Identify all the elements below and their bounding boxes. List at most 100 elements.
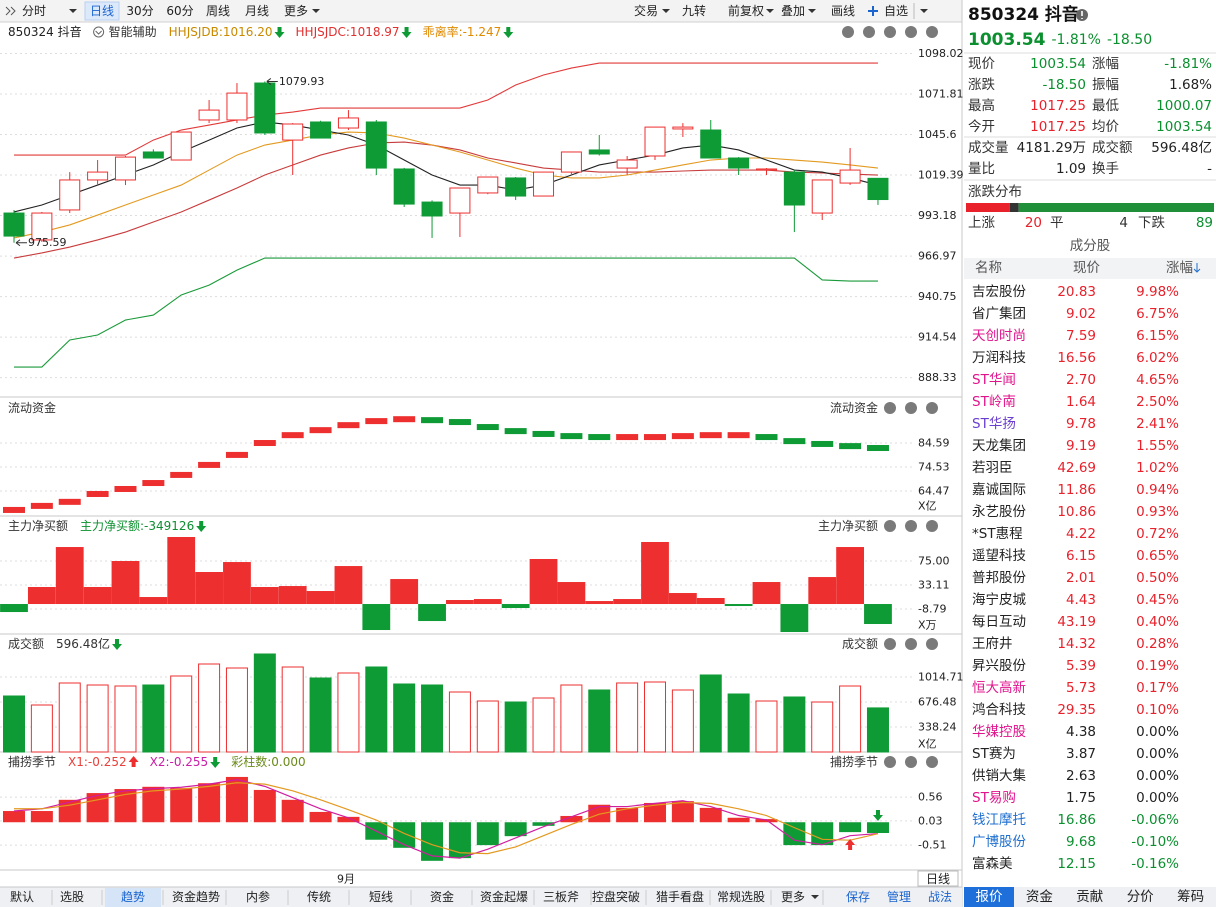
panel-tool[interactable] bbox=[842, 26, 854, 38]
stock-name[interactable]: 海宁皮城 bbox=[972, 591, 1026, 608]
dropdown-caret[interactable] bbox=[920, 9, 928, 13]
panel-tool[interactable] bbox=[926, 638, 938, 650]
panel-tool[interactable] bbox=[926, 402, 938, 414]
panel-tool[interactable] bbox=[926, 26, 938, 38]
stock-name[interactable]: 昇兴股份 bbox=[972, 658, 1026, 674]
toolbar-button[interactable]: 60分 bbox=[166, 4, 193, 18]
panel-tool[interactable] bbox=[905, 26, 917, 38]
stock-name[interactable]: 恒大高新 bbox=[972, 679, 1026, 696]
toolbar-button[interactable]: 九转 bbox=[682, 3, 706, 18]
bottom-tab[interactable]: 常规选股 bbox=[717, 889, 765, 904]
panel-tool[interactable] bbox=[884, 638, 896, 650]
bottom-tab[interactable]: 猎手看盘 bbox=[656, 889, 704, 904]
column-header[interactable]: 名称 bbox=[975, 260, 1002, 276]
stock-name[interactable]: 万润科技 bbox=[972, 350, 1026, 366]
bottom-tab[interactable]: 资金趋势 bbox=[172, 889, 220, 904]
y-tick-label: -8.79 bbox=[918, 603, 946, 616]
bottom-tab[interactable]: 控盘突破 bbox=[592, 889, 640, 904]
dropdown-caret[interactable] bbox=[766, 9, 774, 13]
stock-name[interactable]: 富森美 bbox=[972, 855, 1013, 872]
toolbar-button[interactable]: 画线 bbox=[831, 4, 855, 18]
toolbar-button[interactable]: 交易 bbox=[634, 3, 658, 18]
toolbar-button[interactable]: 周线 bbox=[206, 4, 230, 18]
stock-name[interactable]: ST华扬 bbox=[972, 416, 1016, 432]
toolbar-button[interactable]: 30分 bbox=[126, 4, 153, 18]
bottom-action[interactable]: 保存 bbox=[846, 890, 870, 904]
stock-name[interactable]: 王府井 bbox=[972, 636, 1013, 652]
collapse-icon[interactable] bbox=[5, 6, 16, 16]
bottom-tab[interactable]: 资金起爆 bbox=[480, 889, 528, 904]
stock-name[interactable]: 嘉诚国际 bbox=[972, 482, 1026, 498]
panel-tool[interactable] bbox=[905, 520, 917, 532]
dropdown-caret[interactable] bbox=[811, 895, 819, 899]
side-tab[interactable]: 报价 bbox=[976, 889, 1004, 905]
side-tab[interactable]: 分价 bbox=[1127, 889, 1155, 905]
bottom-tab[interactable]: 资金 bbox=[430, 889, 454, 904]
panel-tool[interactable] bbox=[905, 638, 917, 650]
panel-tool[interactable] bbox=[926, 520, 938, 532]
flow-bar bbox=[3, 506, 25, 513]
panel-label-right: 主力净买额 bbox=[818, 519, 878, 533]
stock-name[interactable]: 广博股份 bbox=[972, 833, 1026, 850]
bottom-tab[interactable]: 三板斧 bbox=[543, 890, 579, 904]
stock-name[interactable]: 供销大集 bbox=[972, 768, 1026, 784]
panel-tool[interactable] bbox=[863, 26, 875, 38]
dropdown-caret[interactable] bbox=[312, 9, 320, 13]
stock-name[interactable]: 每日互动 bbox=[972, 614, 1026, 630]
panel-tool[interactable] bbox=[905, 402, 917, 414]
column-header[interactable]: 涨幅 bbox=[1166, 260, 1193, 276]
bottom-tab[interactable]: 默认 bbox=[10, 889, 34, 904]
panel-tool[interactable] bbox=[884, 26, 896, 38]
bottom-tab[interactable]: 趋势 bbox=[121, 890, 145, 904]
bottom-tab[interactable]: 选股 bbox=[60, 890, 84, 904]
stock-name[interactable]: 钱江摩托 bbox=[972, 811, 1026, 828]
panel-tool[interactable] bbox=[905, 756, 917, 768]
toolbar-button[interactable]: 分时 bbox=[22, 4, 46, 18]
toolbar-button[interactable]: 日线 bbox=[90, 4, 114, 18]
stock-name[interactable]: 鸿合科技 bbox=[972, 701, 1026, 718]
volume-bar bbox=[671, 689, 694, 753]
stock-price: 14.32 bbox=[1057, 636, 1096, 652]
stock-name[interactable]: ST易购 bbox=[972, 790, 1016, 806]
panel-tool[interactable] bbox=[884, 520, 896, 532]
net-bar bbox=[55, 547, 84, 605]
dropdown-caret[interactable] bbox=[662, 9, 670, 13]
bottom-tab[interactable]: 传统 bbox=[307, 889, 331, 904]
stock-name[interactable]: 普邦股份 bbox=[972, 570, 1026, 586]
net-bar bbox=[668, 593, 697, 605]
panel-tool[interactable] bbox=[884, 402, 896, 414]
stock-name[interactable]: ST赛为 bbox=[972, 746, 1016, 762]
bottom-action[interactable]: 战法 bbox=[928, 890, 952, 904]
stock-name[interactable]: ST岭南 bbox=[972, 394, 1016, 410]
stock-name[interactable]: ST华闻 bbox=[972, 372, 1016, 388]
stock-name[interactable]: 华媒控股 bbox=[972, 724, 1026, 740]
toolbar-button[interactable]: 前复权 bbox=[728, 3, 764, 18]
bottom-action[interactable]: 管理 bbox=[887, 889, 911, 904]
dropdown-caret[interactable] bbox=[808, 9, 816, 13]
bottom-tab[interactable]: 短线 bbox=[369, 890, 393, 904]
stock-name[interactable]: *ST惠程 bbox=[972, 526, 1023, 542]
column-header[interactable]: 现价 bbox=[1073, 260, 1101, 276]
stock-name[interactable]: 若羽臣 bbox=[972, 460, 1013, 476]
trend-arrow bbox=[128, 756, 139, 767]
bottom-tab[interactable]: 更多 bbox=[781, 890, 805, 904]
panel-tool[interactable] bbox=[926, 756, 938, 768]
stock-name[interactable]: 遥望科技 bbox=[972, 548, 1026, 564]
flow-bar bbox=[644, 434, 667, 441]
toolbar-button[interactable]: 叠加 bbox=[781, 4, 805, 18]
stock-name[interactable]: 天创时尚 bbox=[972, 328, 1026, 344]
side-tab[interactable]: 筹码 bbox=[1177, 888, 1204, 905]
toolbar-button[interactable]: 自选 bbox=[884, 4, 908, 18]
stock-price: 9.02 bbox=[1066, 306, 1096, 322]
stock-name[interactable]: 省广集团 bbox=[972, 306, 1026, 322]
stock-name[interactable]: 吉宏股份 bbox=[972, 284, 1026, 300]
side-tab[interactable]: 资金 bbox=[1026, 889, 1054, 905]
toolbar-button[interactable]: 月线 bbox=[245, 4, 269, 18]
toolbar-button[interactable]: 更多 bbox=[284, 4, 308, 18]
stock-name[interactable]: 永艺股份 bbox=[972, 504, 1026, 520]
dropdown-caret[interactable] bbox=[69, 9, 77, 13]
bottom-tab[interactable]: 内参 bbox=[246, 889, 270, 904]
stock-name[interactable]: 天龙集团 bbox=[972, 438, 1026, 454]
side-tab[interactable]: 贡献 bbox=[1076, 889, 1103, 905]
panel-tool[interactable] bbox=[884, 756, 896, 768]
